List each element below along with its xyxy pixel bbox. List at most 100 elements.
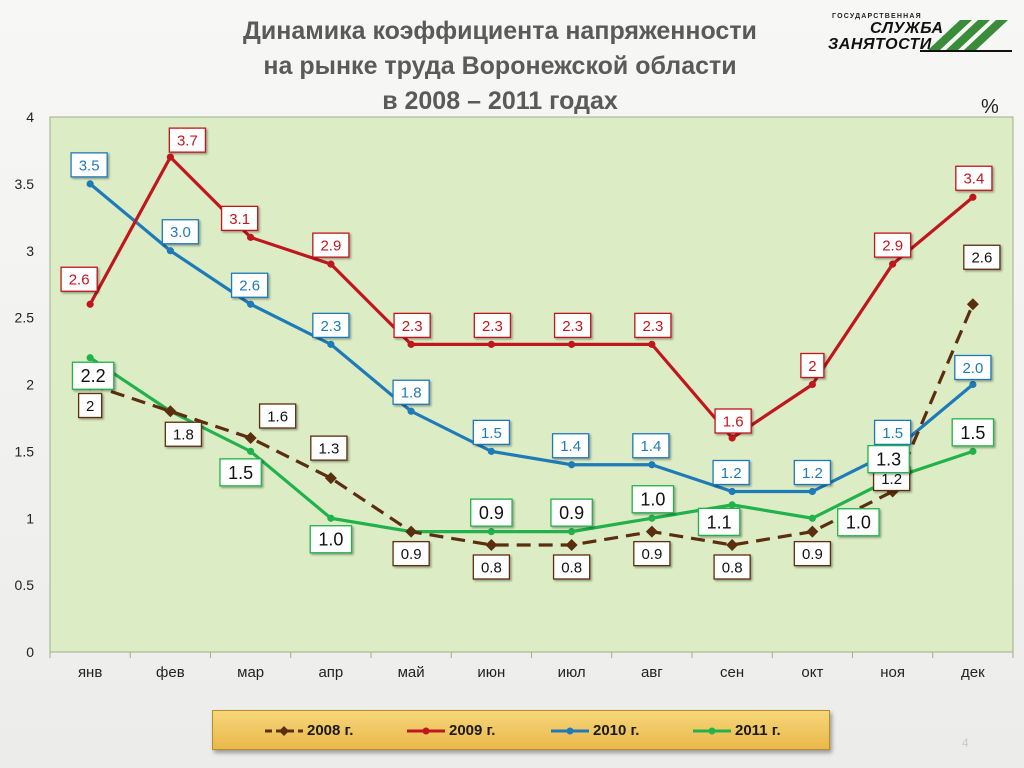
data-label-box [697, 507, 741, 537]
data-label-box [312, 232, 350, 258]
y-axis: 0 0.5 1 1.5 2 2.5 3 3.5 4 [15, 109, 35, 660]
point-marker [969, 193, 977, 201]
data-label-box [77, 392, 103, 419]
data-label-box [472, 419, 511, 446]
data-label-box [310, 435, 348, 461]
data-label: 1.4 [551, 433, 590, 459]
data-label-box [550, 498, 593, 527]
data-label-text: 0.8 [722, 559, 743, 576]
employment-service-logo: ГОСУДАРСТВЕННАЯ СЛУЖБА ЗАНЯТОСТИ [826, 10, 1016, 54]
point-marker [808, 514, 816, 522]
data-label-box [954, 354, 992, 381]
y-tick-label: 1.5 [15, 443, 35, 459]
point-marker [487, 340, 495, 348]
point-marker [86, 300, 94, 308]
title-line-2: на рынке труда Воронежской области [263, 52, 737, 80]
data-label-text: 1.0 [318, 530, 343, 550]
data-label-text: 2 [86, 398, 94, 415]
data-label-box [258, 403, 297, 429]
point-marker [648, 340, 656, 348]
legend-label-2008: 2008 г. [307, 722, 354, 739]
data-label-box [220, 205, 259, 232]
data-label: 2.6 [963, 244, 1001, 270]
data-label-box [867, 444, 910, 474]
data-label-text: 0.9 [401, 546, 422, 563]
data-label-box [951, 418, 995, 447]
title-line-1: Динамика коэффициента напряженности [243, 17, 757, 45]
data-label-box [164, 421, 203, 447]
data-label: 1.2 [712, 459, 750, 486]
x-tick-label: апр [318, 664, 343, 681]
data-label-text: 0.9 [559, 503, 584, 523]
logo-line-1: СЛУЖБА [870, 20, 944, 37]
data-label-text: 1.2 [802, 465, 823, 482]
point-marker [969, 447, 977, 455]
data-label: 0.8 [552, 554, 591, 580]
data-label-text: 2.3 [320, 318, 341, 335]
y-tick-label: 0 [26, 644, 34, 660]
data-label: 0.9 [392, 540, 430, 567]
data-label-text: 0.9 [479, 503, 504, 523]
data-label-box [713, 554, 751, 580]
data-label: 2.2 [71, 361, 115, 390]
data-label-box [230, 272, 269, 298]
point-marker [485, 539, 498, 551]
data-label-text: 2.3 [642, 318, 663, 335]
data-label-text: 0.8 [481, 559, 502, 576]
data-label: 0.9 [633, 540, 671, 567]
x-tick-label: сен [720, 664, 744, 681]
data-label-text: 1.8 [401, 385, 422, 402]
x-tick-label: июн [477, 664, 505, 681]
data-label: 3.0 [161, 219, 200, 245]
data-label-box [392, 379, 430, 405]
legend-swatch-2010 [551, 727, 589, 735]
data-label-text: 1.6 [267, 408, 288, 425]
data-label-text: 2.6 [971, 250, 992, 267]
data-label-box [551, 433, 590, 459]
data-label: 2.3 [634, 312, 672, 339]
point-marker [648, 461, 656, 469]
data-label-text: 2.6 [239, 278, 260, 295]
point-marker [405, 525, 418, 538]
legend-swatch-2009 [407, 727, 445, 735]
data-label-box [392, 540, 430, 567]
data-label: 2.0 [954, 354, 992, 381]
data-label-box [553, 312, 592, 339]
point-marker [166, 247, 174, 255]
data-label: 2 [800, 352, 825, 379]
data-label-text: 1.5 [882, 425, 903, 442]
point-marker [966, 298, 979, 311]
point-marker [565, 539, 578, 551]
data-label: 0.9 [470, 498, 513, 527]
data-label: 2.6 [230, 272, 269, 298]
data-label: 1.0 [631, 485, 675, 514]
data-label-box [309, 525, 353, 554]
data-label-box [793, 540, 832, 567]
y-tick-label: 3.5 [15, 176, 35, 192]
y-tick-label: 1 [26, 510, 34, 526]
data-label-text: 1.2 [881, 471, 902, 488]
point-marker [86, 354, 94, 362]
data-label-box [873, 232, 912, 258]
point-marker [728, 487, 736, 496]
data-label: 1.8 [164, 421, 203, 447]
data-label-box [800, 352, 825, 379]
data-label-text: 2.3 [402, 318, 423, 335]
data-label: 0.8 [472, 554, 511, 580]
data-label: 1.6 [714, 408, 752, 434]
data-label: 1.6 [258, 403, 297, 429]
point-marker [247, 300, 255, 308]
data-label: 2.9 [312, 232, 350, 258]
logo-line-2: ЗАНЯТОСТИ [828, 36, 932, 53]
data-label: 1.4 [632, 433, 670, 459]
point-marker [726, 539, 739, 551]
data-label-text: 2.6 [69, 272, 90, 289]
x-axis: янв фев мар апр май июн июл авг сен окт ноя дек [49, 652, 1014, 681]
series-line-2011 [89, 356, 974, 534]
data-label-text: 1.6 [723, 413, 744, 430]
data-label-text: 1.2 [721, 465, 742, 482]
data-label-text: 3.7 [177, 133, 198, 150]
data-label-box [70, 152, 108, 178]
legend-swatch-2011 [693, 727, 731, 735]
